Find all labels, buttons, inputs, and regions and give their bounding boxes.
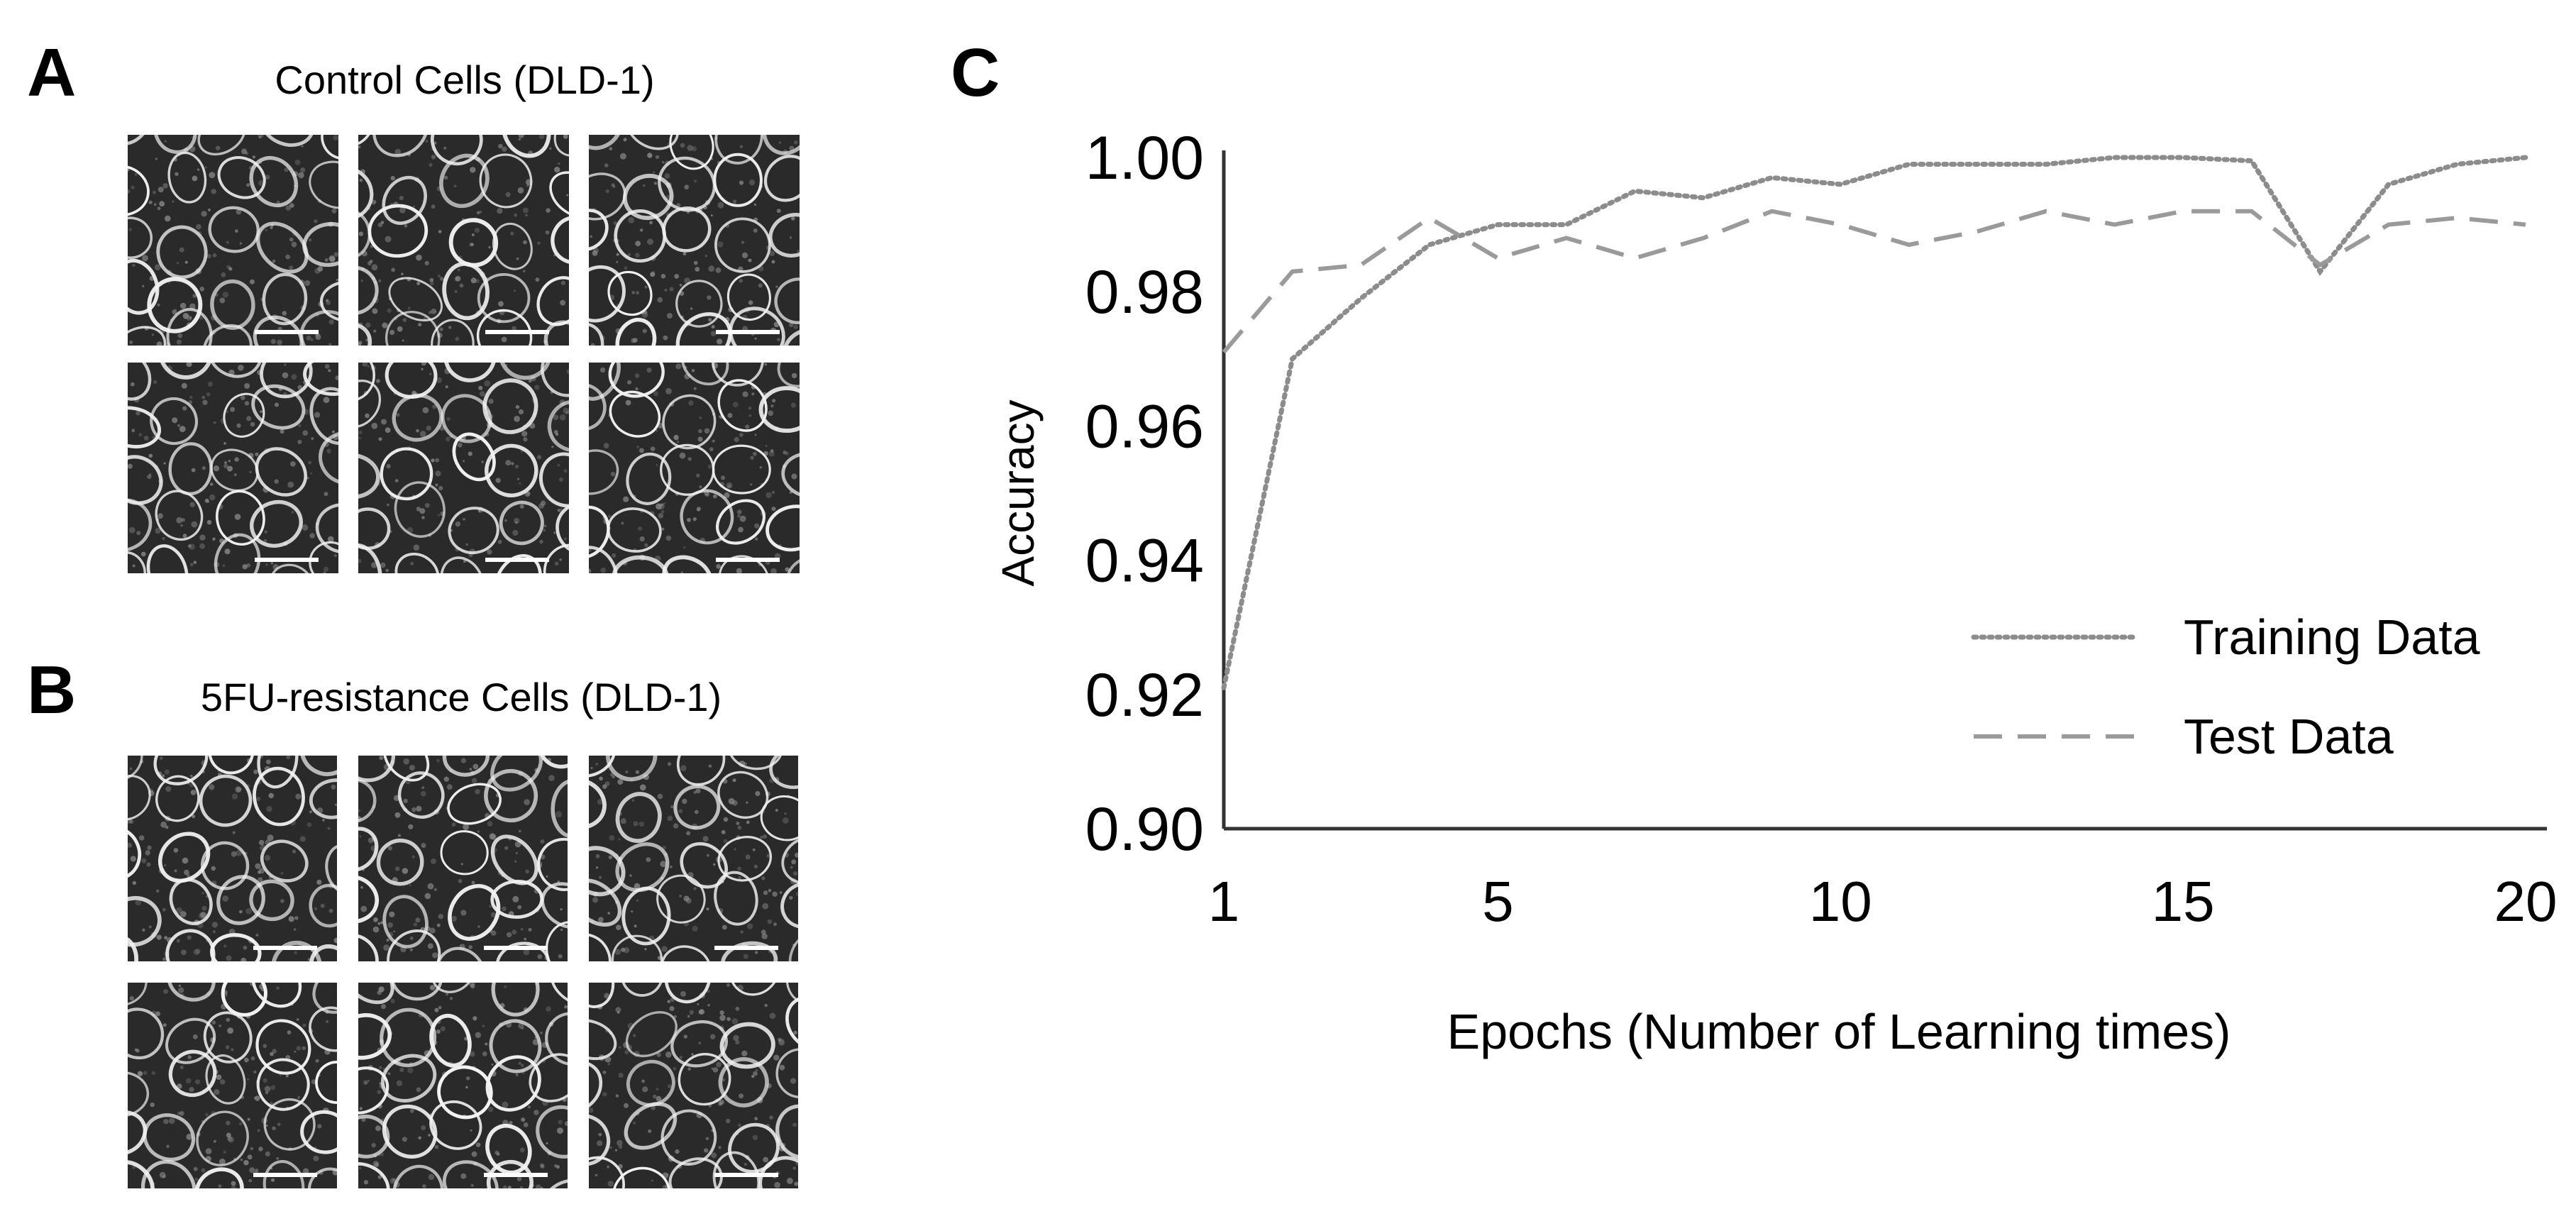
control-micrograph-tile-4 bbox=[128, 363, 338, 573]
scale-bar bbox=[716, 558, 780, 562]
scale-bar bbox=[484, 1173, 548, 1177]
resistant-micrograph-tile-5 bbox=[358, 983, 568, 1188]
control-micrograph-tile-6 bbox=[589, 363, 800, 573]
scale-bar bbox=[253, 1173, 317, 1177]
panel-letter-c: C bbox=[951, 35, 1000, 111]
series-line-2 bbox=[1222, 209, 2526, 354]
chart-legend: Training Data Test Data bbox=[1971, 609, 2480, 764]
y-tick-label: 0.90 bbox=[1085, 795, 1204, 863]
x-tick-label: 5 bbox=[1482, 870, 1514, 933]
control-cells-micrograph-grid bbox=[128, 135, 805, 575]
y-tick-label: 1.00 bbox=[1085, 124, 1204, 192]
series-lines bbox=[1221, 155, 2528, 690]
resistant-micrograph-tile-4 bbox=[128, 983, 337, 1188]
y-tick-labels: 0.90 0.92 0.94 0.96 0.98 1.00 bbox=[1085, 124, 1204, 863]
scale-bar bbox=[253, 946, 317, 950]
panel-letter-b: B bbox=[27, 652, 77, 728]
panel-a-title: Control Cells (DLD-1) bbox=[275, 57, 655, 102]
resistant-micrograph-tile-1 bbox=[128, 756, 337, 961]
control-micrograph-tile-2 bbox=[358, 135, 569, 346]
scale-bar bbox=[716, 330, 780, 334]
control-micrograph-tile-3 bbox=[589, 135, 800, 346]
legend-label-2: Test Data bbox=[2184, 709, 2394, 764]
y-tick-label: 0.94 bbox=[1085, 527, 1204, 595]
x-tick-label: 10 bbox=[1809, 870, 1872, 933]
scale-bar bbox=[255, 558, 319, 562]
control-micrograph-tile-1 bbox=[128, 135, 338, 346]
panel-b-title: 5FU-resistance Cells (DLD-1) bbox=[200, 675, 722, 719]
legend-label-1: Training Data bbox=[2184, 609, 2480, 665]
resistant-micrograph-tile-2 bbox=[358, 756, 568, 961]
x-tick-label: 15 bbox=[2152, 870, 2215, 933]
x-axis-label: Epochs (Number of Learning times) bbox=[1447, 1004, 2231, 1059]
y-tick-label: 0.98 bbox=[1085, 258, 1204, 326]
resistant-micrograph-tile-3 bbox=[589, 756, 798, 961]
resistant-cells-micrograph-grid bbox=[128, 756, 805, 1195]
scale-bar bbox=[485, 558, 549, 562]
x-tick-label: 1 bbox=[1208, 870, 1240, 933]
panel-letter-a: A bbox=[27, 35, 77, 111]
scale-bar bbox=[484, 946, 548, 950]
x-tick-label: 20 bbox=[2494, 870, 2558, 933]
scale-bar bbox=[714, 1173, 778, 1177]
scale-bar bbox=[255, 330, 319, 334]
y-axis-label: Accuracy bbox=[993, 399, 1044, 586]
scale-bar bbox=[485, 330, 549, 334]
resistant-micrograph-tile-6 bbox=[589, 983, 798, 1188]
y-tick-label: 0.96 bbox=[1085, 392, 1204, 460]
series-line-1 bbox=[1221, 155, 2528, 690]
x-tick-labels: 1 5 10 15 20 bbox=[1208, 870, 2558, 933]
scale-bar bbox=[714, 946, 778, 950]
y-tick-label: 0.92 bbox=[1085, 661, 1204, 729]
control-micrograph-tile-5 bbox=[358, 363, 569, 573]
